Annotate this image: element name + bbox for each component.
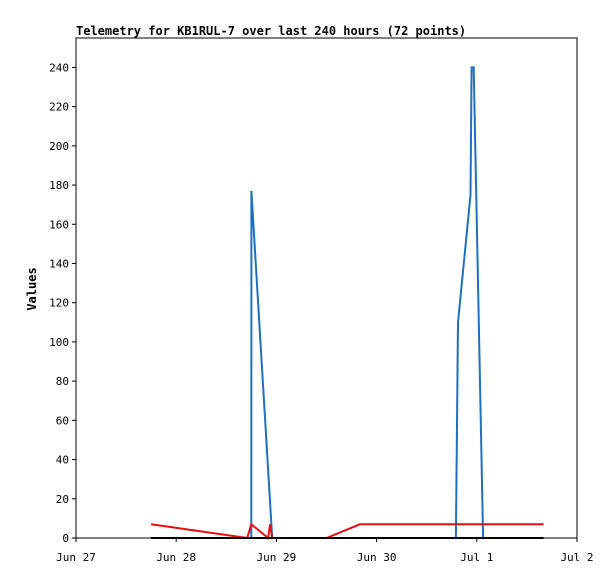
y-tick-label: 20 xyxy=(56,493,69,506)
y-axis: 0 20 40 60 80 100 120 140 160 180 200 220 240 xyxy=(49,61,76,545)
y-tick-label: 100 xyxy=(49,336,69,349)
x-tick-label: Jun 28 xyxy=(156,551,196,564)
y-tick-label: 180 xyxy=(49,179,69,192)
y-tick-label: 140 xyxy=(49,257,69,270)
x-tick-label: Jun 29 xyxy=(257,551,297,564)
y-tick-label: 120 xyxy=(49,297,69,310)
chart-title: Telemetry for KB1RUL-7 over last 240 hou… xyxy=(76,24,466,38)
x-tick-label: Jun 27 xyxy=(56,551,96,564)
y-tick-label: 40 xyxy=(56,454,69,467)
x-tick-label: Jul 1 xyxy=(460,551,493,564)
x-axis: Jun 27 Jun 28 Jun 29 Jun 30 Jul 1 Jul 2 xyxy=(56,538,594,564)
y-tick-label: 0 xyxy=(62,532,69,545)
y-tick-label: 80 xyxy=(56,375,69,388)
series-group xyxy=(150,66,544,540)
series-line-2 xyxy=(150,522,544,540)
y-tick-label: 160 xyxy=(49,218,69,231)
y-tick-label: 60 xyxy=(56,414,69,427)
x-tick-label: Jun 30 xyxy=(357,551,397,564)
series-line-1 xyxy=(250,66,485,539)
plot-frame xyxy=(75,37,578,539)
x-tick-label: Jul 2 xyxy=(560,551,593,564)
y-tick-label: 240 xyxy=(49,61,69,74)
y-tick-label: 220 xyxy=(49,101,69,114)
y-axis-label: Values xyxy=(25,267,39,310)
y-tick-label: 200 xyxy=(49,140,69,153)
